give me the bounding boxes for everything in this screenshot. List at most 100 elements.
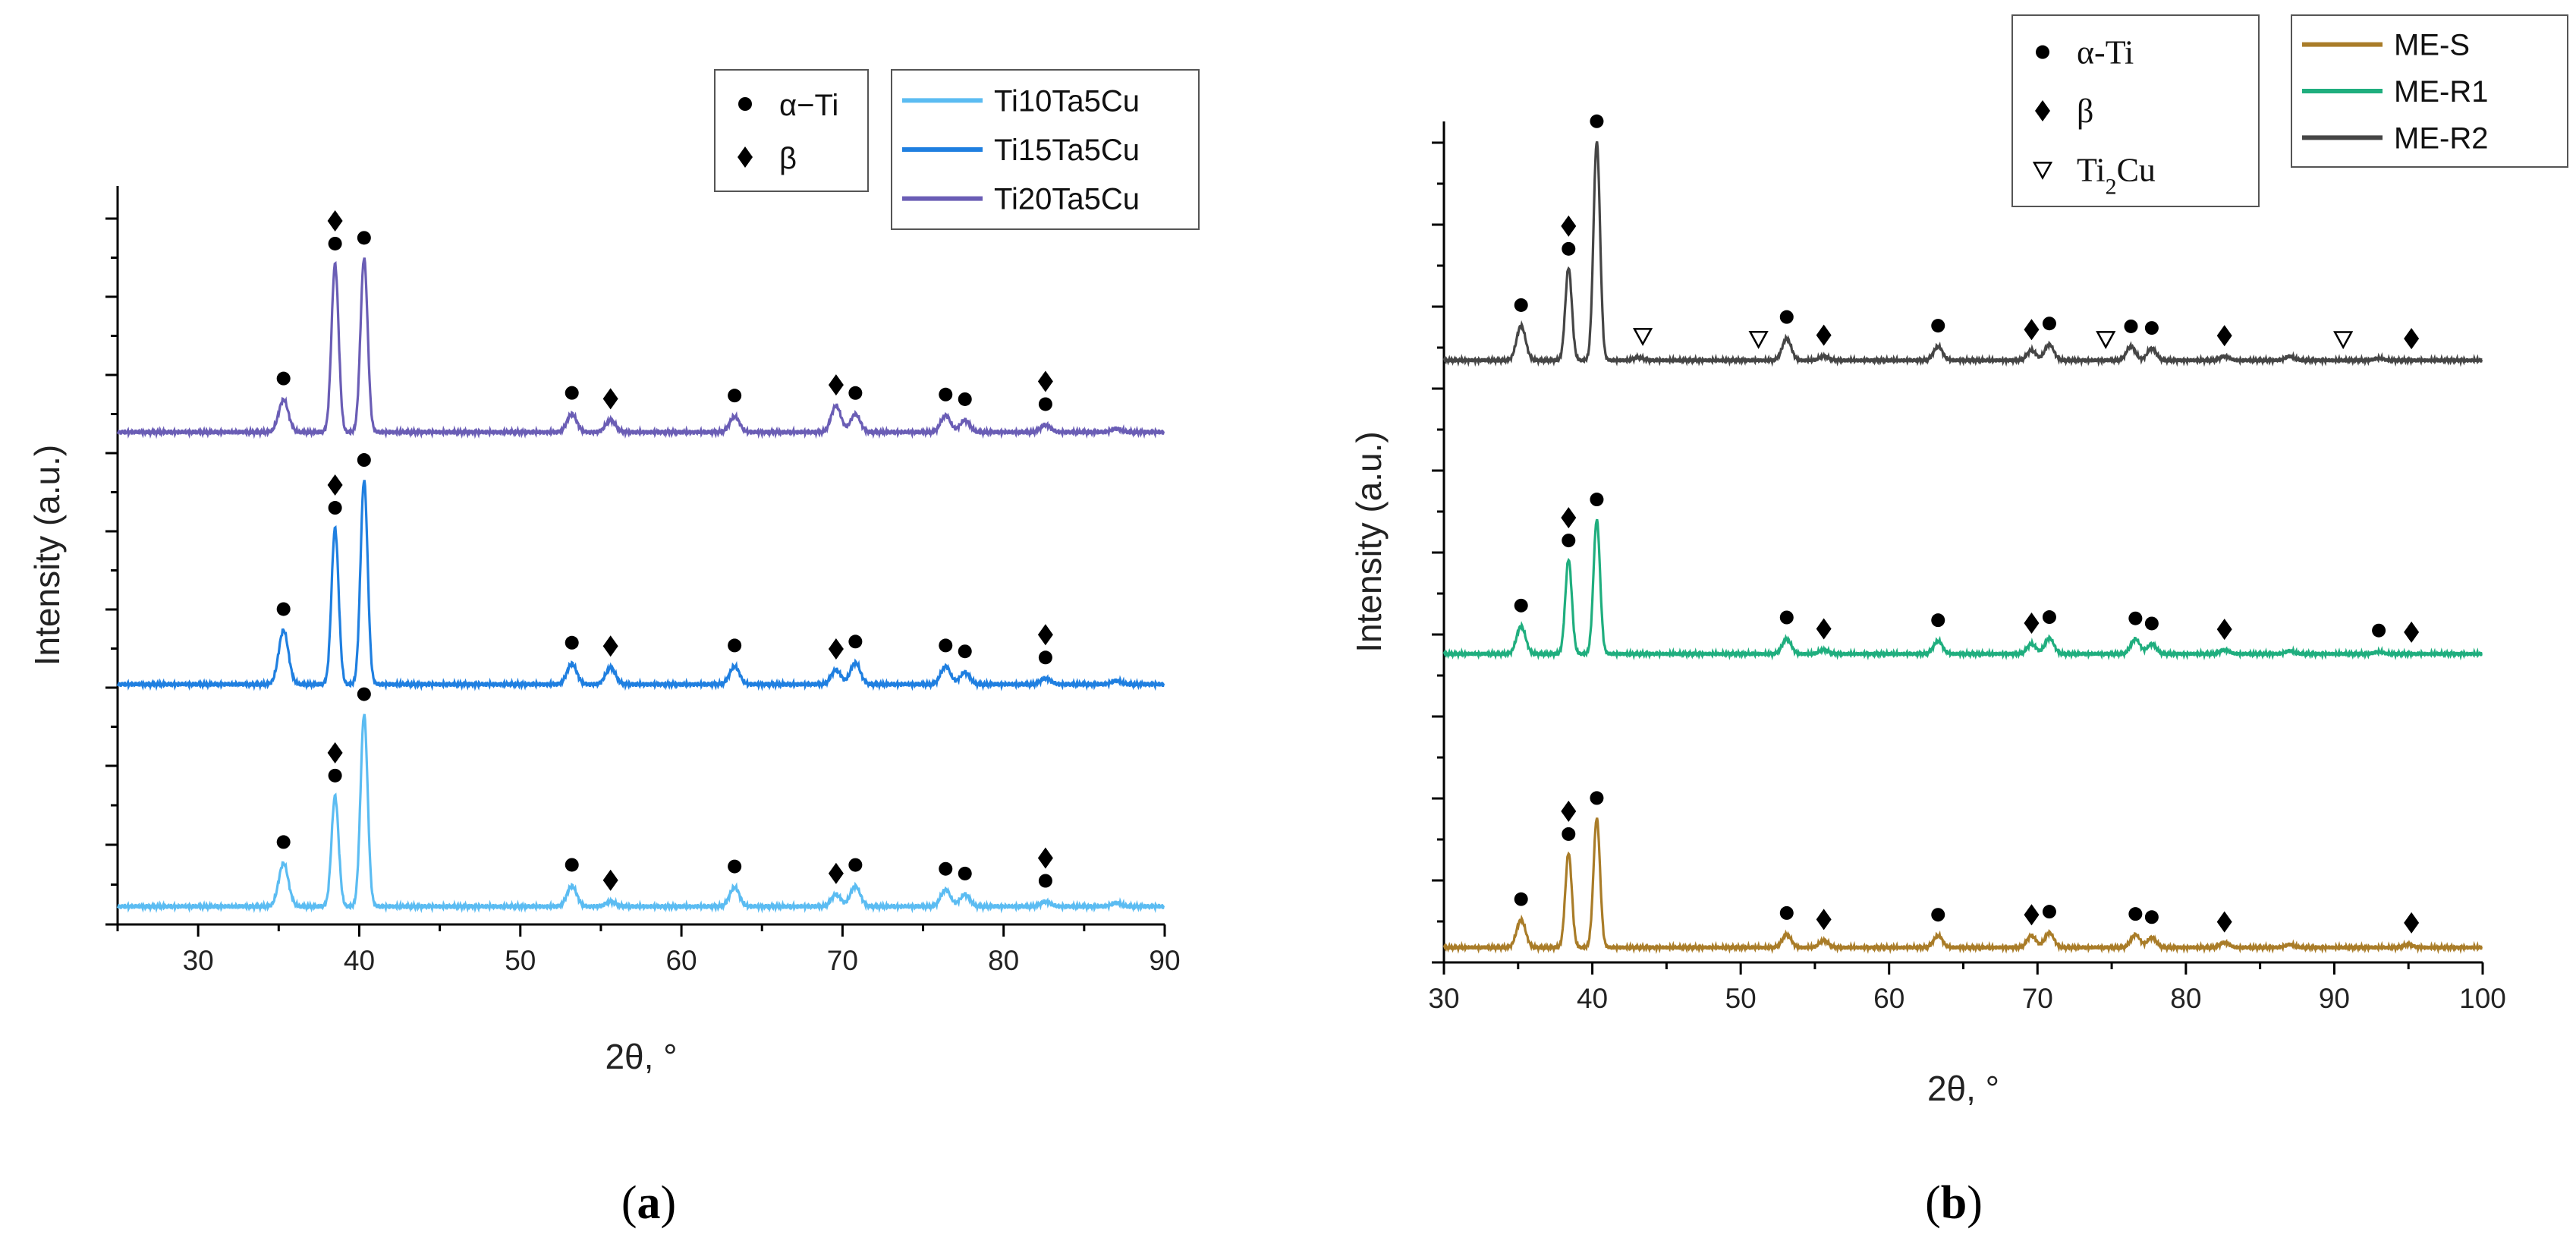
phase-diamond-marker (828, 638, 844, 660)
phase-triangle-marker (1748, 330, 1769, 349)
series-line-Ti20Ta5Cu (116, 257, 1165, 439)
phase-circle-marker (1931, 908, 1945, 922)
phase-circle-marker (1779, 905, 1794, 920)
phase-diamond-marker (828, 374, 844, 396)
series-line-Ti15Ta5Cu (116, 480, 1165, 691)
x-tick-label: 50 (505, 945, 536, 976)
phase-diamond-marker (2024, 319, 2040, 341)
phase-diamond-marker (2404, 912, 2420, 934)
legend-diamond-marker (738, 146, 753, 168)
phase-circle-marker (565, 635, 579, 650)
y-axis-title: Intensity (a.u.) (1349, 431, 1389, 652)
phase-circle-marker (2042, 317, 2056, 331)
phase-diamond-marker (1037, 624, 1053, 646)
phase-circle-marker (2128, 907, 2143, 921)
phase-circle-marker (958, 866, 972, 880)
phase-diamond-marker (2404, 621, 2420, 643)
series-line-ME-R1 (1442, 518, 2483, 661)
phase-circle-marker (357, 453, 371, 468)
marker-legend-box (714, 69, 869, 192)
phase-circle-marker (728, 859, 742, 874)
phase-circle-marker (276, 371, 291, 386)
marker-legend-label: α−Ti (779, 89, 838, 122)
phase-diamond-marker (2024, 904, 2040, 926)
panel-label-open: ( (1925, 1177, 1941, 1229)
phase-circle-marker (328, 768, 342, 783)
phase-circle-marker (1931, 613, 1945, 628)
phase-circle-marker (1514, 598, 1528, 613)
phase-circle-marker (357, 231, 371, 245)
series-legend-label: ME-R2 (2394, 121, 2488, 155)
phase-diamond-marker (1561, 800, 1577, 822)
x-tick-label: 30 (1428, 983, 1459, 1014)
legend-subscript: 2 (2106, 174, 2117, 199)
series-legend-label: Ti10Ta5Cu (994, 84, 1140, 118)
legend-circle-marker (738, 97, 752, 111)
phase-circle-marker (848, 635, 863, 649)
x-axis-title: 2θ, ° (1927, 1069, 1999, 1108)
panel-label-letter: b (1941, 1177, 1967, 1229)
phase-circle-marker (2144, 910, 2159, 924)
phase-diamond-marker (1561, 215, 1577, 237)
phase-circle-marker (276, 602, 291, 616)
series-legend-label: Ti15Ta5Cu (994, 134, 1140, 167)
legend-suffix: Cu (2117, 151, 2156, 188)
phase-diamond-marker (327, 742, 343, 764)
phase-diamond-marker (2404, 328, 2420, 350)
panel-label-letter: a (637, 1177, 661, 1229)
phase-circle-marker (1590, 114, 1604, 128)
phase-diamond-marker (1037, 847, 1053, 869)
phase-circle-marker (939, 861, 953, 876)
phase-circle-marker (1590, 791, 1604, 805)
phase-circle-marker (1931, 319, 1945, 333)
marker-legend-label: α-Ti (2077, 34, 2134, 71)
phase-diamond-marker (2024, 613, 2040, 635)
panel-label: (b) (1925, 1177, 1983, 1229)
phase-diamond-marker (602, 869, 618, 891)
x-tick-label: 70 (2022, 983, 2053, 1014)
legend-diamond-marker (2035, 100, 2050, 121)
phase-circle-marker (1779, 310, 1794, 324)
series-legend-label: Ti20Ta5Cu (994, 183, 1140, 216)
phase-circle-marker (1514, 892, 1528, 906)
phase-diamond-marker (1816, 324, 1832, 346)
phase-circle-marker (958, 392, 972, 406)
phase-circle-marker (848, 386, 863, 400)
phase-diamond-marker (602, 635, 618, 657)
phase-circle-marker (2144, 321, 2159, 335)
phase-circle-marker (276, 835, 291, 849)
phase-diamond-marker (1816, 909, 1832, 931)
x-tick-label: 70 (827, 945, 858, 976)
phase-circle-marker (1562, 534, 1576, 548)
x-tick-label: 100 (2459, 983, 2506, 1014)
phase-circle-marker (1590, 493, 1604, 507)
phase-circle-marker (565, 386, 579, 400)
phase-circle-marker (939, 387, 953, 402)
x-axis-title: 2θ, ° (605, 1037, 677, 1076)
marker-legend-label: β (2077, 93, 2093, 130)
x-tick-label: 90 (1149, 945, 1180, 976)
phase-circle-marker (958, 644, 972, 659)
phase-circle-marker (565, 858, 579, 872)
series-line-ME-S (1442, 817, 2483, 955)
series-line-ME-R2 (1442, 141, 2483, 367)
phase-circle-marker (2372, 623, 2386, 638)
marker-legend-label: β (779, 142, 797, 175)
phase-diamond-marker (2216, 325, 2232, 347)
phase-circle-marker (1038, 650, 1052, 665)
legend-triangle-marker (2032, 162, 2053, 180)
phase-circle-marker (2042, 905, 2056, 919)
phase-circle-marker (1779, 610, 1794, 625)
phase-circle-marker (939, 638, 953, 653)
x-tick-label: 30 (183, 945, 214, 976)
y-axis-title: Intensity (a.u.) (27, 445, 67, 666)
phase-circle-marker (1514, 298, 1528, 312)
phase-diamond-marker (602, 388, 618, 410)
phase-triangle-marker (1632, 328, 1653, 346)
x-tick-label: 90 (2319, 983, 2350, 1014)
marker-legend-box (2011, 14, 2260, 207)
phase-diamond-marker (327, 474, 343, 496)
phase-circle-marker (728, 389, 742, 403)
panel-b: 30 40 50 60 70 80 90 100 2θ, ° Intensity (a.u.) α-… (1349, 14, 2568, 1229)
